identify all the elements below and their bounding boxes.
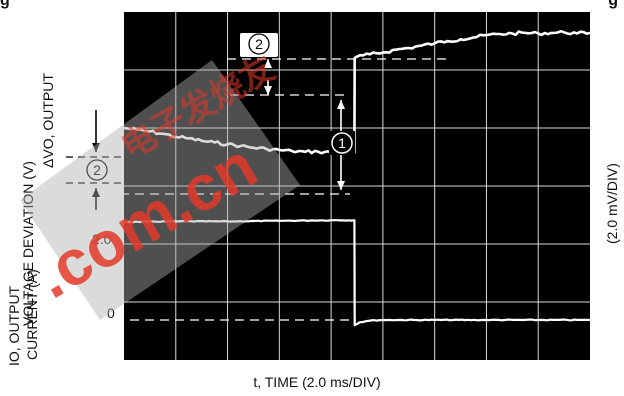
marker1-box xyxy=(329,131,355,155)
current-tick-zero: 0 xyxy=(107,305,115,321)
annotations: 1 2 2 xyxy=(66,33,448,321)
marker2-side-circle xyxy=(86,159,108,181)
cut-title-left: g xyxy=(0,0,10,9)
y-label-upper-line2: ΔVO, OUTPUT xyxy=(40,73,56,168)
marker2-arrow-down-head xyxy=(264,86,272,95)
marker1-label: 1 xyxy=(338,135,346,151)
current-tick-high: 2.0 xyxy=(92,231,112,247)
marker2-top-circle xyxy=(248,33,270,55)
marker2-side-label: 2 xyxy=(93,162,101,178)
marker1-arrow-down-head xyxy=(337,181,345,190)
marker2-side-arrow-down-head xyxy=(92,143,100,152)
marker2-top-label: 2 xyxy=(255,36,263,52)
marker2-top-box xyxy=(240,33,278,57)
marker2-arrow-up-head xyxy=(264,59,272,68)
marker1-circle xyxy=(331,132,353,154)
cut-off-title: g g xyxy=(0,0,624,11)
voltage-trace xyxy=(123,29,591,155)
grid xyxy=(124,12,590,360)
current-trace xyxy=(123,219,591,327)
y-label-lower-line2: IO, OUTPUT xyxy=(6,285,22,366)
traces xyxy=(123,29,591,327)
right-scale-label: (2.0 mV/DIV) xyxy=(604,163,620,244)
x-axis-label: t, TIME (2.0 ms/DIV) xyxy=(253,374,381,390)
marker2-side-arrow-up-head xyxy=(92,188,100,197)
cut-title-right: g xyxy=(608,0,618,9)
y-label-lower-line1: CURRENT (A) xyxy=(24,269,40,360)
marker1-arrow-up-head xyxy=(337,100,345,109)
